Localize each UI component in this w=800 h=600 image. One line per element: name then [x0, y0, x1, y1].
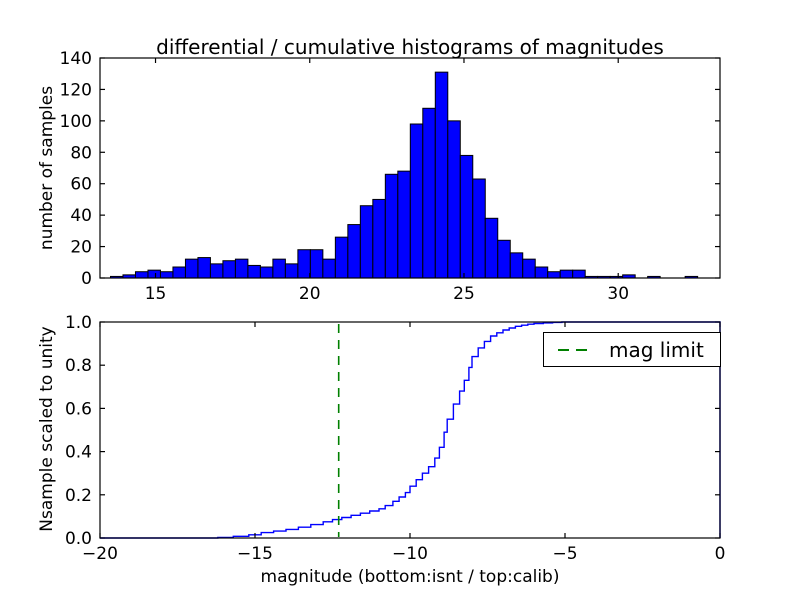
histogram-bar [247, 264, 261, 279]
bottom-axes-y-tick-label: 0.0 [65, 529, 92, 549]
legend-label: mag limit [609, 337, 704, 362]
legend-dashed-line-icon [558, 348, 594, 351]
histogram-bar [134, 271, 149, 279]
top-axes-x-tick-label: 30 [607, 284, 629, 304]
bottom-axes-y-tick-label: 0.4 [65, 443, 92, 463]
bottom-axes-x-tick-label: −10 [392, 544, 428, 564]
legend: mag limit [543, 332, 721, 367]
top-axes-x-tick-label: 20 [299, 284, 321, 304]
histogram-bar [284, 263, 299, 279]
bottom-axes-y-tick-label: 0.6 [65, 399, 92, 419]
x-axis-label: magnitude (bottom:isnt / top:calib) [260, 567, 560, 587]
top-axes-x-tick-label: 25 [453, 284, 475, 304]
bottom-axes-x-tick-label: −20 [82, 544, 118, 564]
histogram-bar [409, 123, 424, 279]
histogram-bar [309, 249, 324, 279]
top-axes-y-tick-label: 40 [70, 206, 92, 226]
bottom-axes-x-tick-label: −15 [237, 544, 273, 564]
histogram-bar [147, 269, 161, 279]
top-y-axis-label: number of samples [37, 85, 57, 251]
histogram-bar [209, 263, 224, 279]
bottom-axes-y-tick-label: 0.2 [65, 486, 92, 506]
histogram-bar [559, 269, 574, 279]
histogram-bar [234, 258, 249, 279]
histogram-bar [547, 271, 561, 279]
histogram-bar [384, 173, 399, 279]
histogram-bar [372, 198, 386, 279]
top-axes-spines [99, 57, 721, 279]
histogram-bar [359, 205, 374, 279]
bottom-axes-x-tick-label: −5 [552, 544, 577, 564]
top-axes-y-tick-label: 100 [60, 112, 92, 132]
histogram-bar [222, 260, 236, 279]
histogram-bar [347, 224, 361, 279]
histogram-bar [397, 170, 411, 279]
histogram-bar [334, 236, 349, 279]
bottom-axes-x-tick-label: 0 [715, 544, 726, 564]
histogram-bar [322, 258, 336, 279]
histogram-bar [447, 120, 461, 279]
histogram-bar [259, 266, 274, 279]
bottom-axes-y-tick-label: 0.8 [65, 356, 92, 376]
top-axes-y-tick-label: 0 [81, 269, 92, 289]
top-axes-y-tick-label: 20 [70, 238, 92, 258]
histogram-bar [497, 239, 511, 279]
top-axes-y-tick-label: 60 [70, 175, 92, 195]
bottom-y-axis-label: Nsample scaled to unity [37, 326, 57, 532]
histogram-bar [459, 154, 474, 279]
histogram-bar [534, 266, 549, 279]
histogram-bar [484, 217, 499, 279]
histogram-bar [422, 107, 436, 279]
histogram-bar [159, 271, 174, 279]
top-axes-y-tick-label: 80 [70, 143, 92, 163]
top-axes-y-tick-label: 120 [60, 80, 92, 100]
bottom-axes-y-tick-label: 1.0 [65, 313, 92, 333]
top-axes-y-tick-label: 140 [60, 49, 92, 69]
cumulative-step-curve [100, 321, 721, 539]
histogram-bar [297, 249, 311, 279]
figure-title: differential / cumulative histograms of … [156, 35, 664, 59]
histogram-bar [509, 252, 524, 279]
histogram-bar [472, 178, 486, 279]
top-axes-x-tick-label: 15 [145, 284, 167, 304]
histogram-bar [572, 269, 586, 279]
histogram-bar [184, 258, 199, 279]
histogram-bar [522, 258, 536, 279]
histogram-bar [197, 257, 211, 279]
histogram-bar [172, 266, 186, 279]
histogram-bar [434, 71, 449, 279]
histogram-bar [272, 258, 286, 279]
